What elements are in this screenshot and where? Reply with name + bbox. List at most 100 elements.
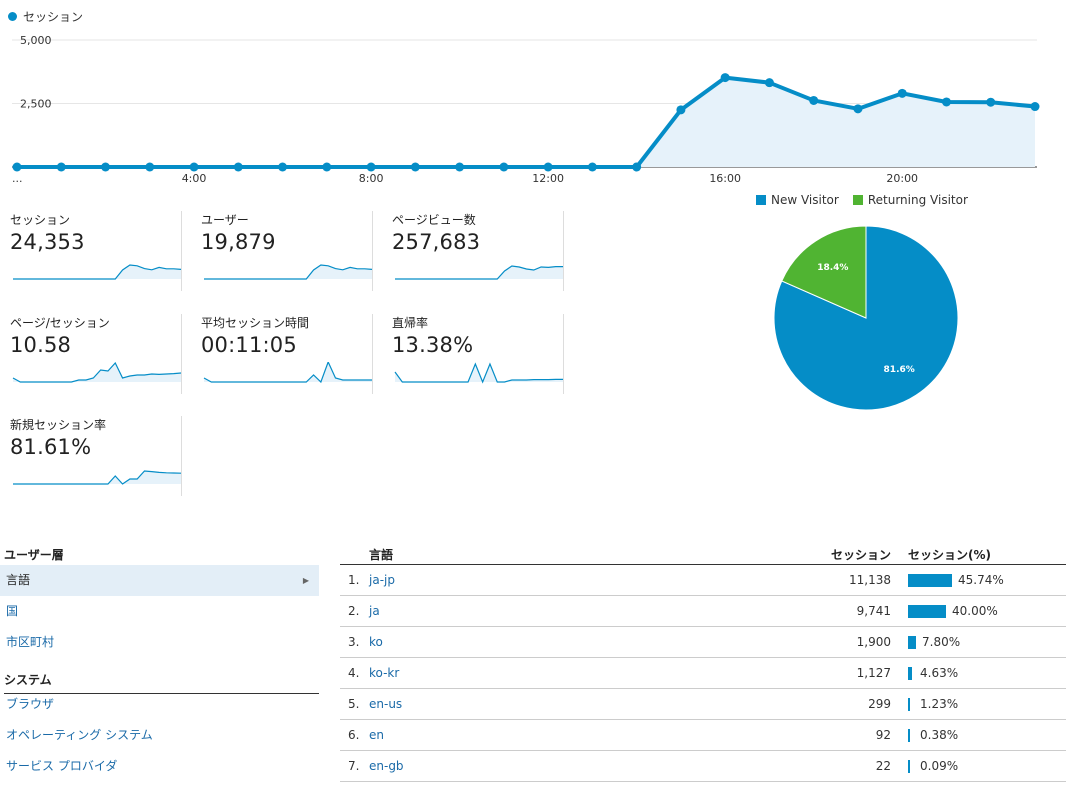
sidebar-item-provider[interactable]: サービス プロバイダ bbox=[6, 759, 118, 773]
data-point[interactable] bbox=[1030, 102, 1040, 112]
pie-slice-label: 18.4% bbox=[817, 263, 848, 273]
row-rank: 4. bbox=[348, 666, 360, 680]
data-point[interactable] bbox=[56, 162, 66, 172]
data-point[interactable] bbox=[587, 162, 597, 172]
data-point[interactable] bbox=[499, 162, 509, 172]
pie-legend-returning[interactable]: Returning Visitor bbox=[852, 193, 968, 207]
x-tick-label: ... bbox=[12, 172, 23, 185]
table-row: 7. en-gb 22 0.09% bbox=[340, 751, 1066, 782]
row-language-link[interactable]: ko bbox=[369, 635, 383, 649]
data-point[interactable] bbox=[853, 104, 863, 114]
data-point[interactable] bbox=[101, 162, 111, 172]
chart-legend[interactable]: セッション bbox=[8, 8, 83, 25]
metric-label: ページ/セッション bbox=[10, 316, 110, 330]
metric-tile[interactable]: ページビュー数 257,683 bbox=[382, 211, 564, 291]
x-tick-label: 16:00 bbox=[709, 172, 741, 185]
sparkline-line bbox=[12, 362, 182, 383]
sidebar-item-label: 言語 bbox=[6, 573, 31, 587]
x-tick-label: 8:00 bbox=[359, 172, 384, 185]
metric-tile[interactable]: ユーザー 19,879 bbox=[191, 211, 373, 291]
metric-tile[interactable]: セッション 24,353 bbox=[0, 211, 182, 291]
row-share-pct: 4.63% bbox=[920, 666, 959, 680]
column-header-session-pct[interactable]: セッション(%) bbox=[908, 548, 991, 562]
row-share-bar bbox=[908, 574, 952, 587]
metric-value: 81.61% bbox=[10, 435, 92, 459]
pie-slice[interactable] bbox=[773, 225, 959, 411]
pie-legend-returning-label: Returning Visitor bbox=[867, 193, 968, 207]
metric-tile[interactable]: ページ/セッション 10.58 bbox=[0, 314, 182, 394]
data-point[interactable] bbox=[986, 97, 996, 107]
y-tick-label: 5,000 bbox=[20, 34, 52, 47]
data-point[interactable] bbox=[322, 162, 332, 172]
metric-tile[interactable]: 直帰率 13.38% bbox=[382, 314, 564, 394]
metric-label: セッション bbox=[10, 213, 71, 227]
metric-value: 00:11:05 bbox=[201, 333, 297, 357]
data-point[interactable] bbox=[543, 162, 553, 172]
sidebar-item-browser[interactable]: ブラウザ bbox=[6, 697, 55, 711]
row-sessions: 9,741 bbox=[856, 604, 891, 618]
row-share-pct: 40.00% bbox=[952, 604, 998, 618]
metric-label: 平均セッション時間 bbox=[201, 316, 310, 330]
row-language-link[interactable]: en-gb bbox=[369, 759, 404, 773]
data-point[interactable] bbox=[366, 162, 376, 172]
metric-tile[interactable]: 新規セッション率 81.61% bbox=[0, 416, 182, 496]
metric-label: ページビュー数 bbox=[392, 213, 476, 227]
sparkline-line bbox=[13, 470, 182, 485]
x-tick-label: 4:00 bbox=[182, 172, 207, 185]
sessions-line-chart: 5,000 2,500... 4:00 8:00 12:00 16:00 20:00 bbox=[12, 34, 1040, 185]
row-rank: 2. bbox=[348, 604, 360, 618]
data-point[interactable] bbox=[764, 78, 774, 88]
row-language-link[interactable]: ko-kr bbox=[369, 666, 400, 680]
data-point[interactable] bbox=[720, 73, 730, 83]
row-share-bar bbox=[908, 698, 910, 711]
data-point[interactable] bbox=[455, 162, 465, 172]
data-point[interactable] bbox=[145, 162, 155, 172]
row-share-pct: 45.74% bbox=[958, 573, 1004, 587]
sparkline-line bbox=[395, 265, 563, 280]
data-point[interactable] bbox=[410, 162, 420, 172]
row-share-pct: 7.80% bbox=[922, 635, 961, 649]
data-point[interactable] bbox=[676, 105, 686, 115]
pie-slice[interactable] bbox=[781, 225, 867, 319]
metric-value: 257,683 bbox=[392, 230, 481, 254]
series-dot-icon bbox=[8, 12, 17, 21]
sidebar-item-country[interactable]: 国 bbox=[6, 604, 19, 618]
visitor-pie-chart: 81.6% 18.4% bbox=[773, 225, 959, 411]
sparkline-line bbox=[203, 362, 372, 384]
row-language-link[interactable]: ja-jp bbox=[369, 573, 395, 587]
metric-sparkline bbox=[13, 470, 182, 485]
metric-sparkline bbox=[204, 264, 373, 280]
row-language-link[interactable]: en bbox=[369, 728, 384, 742]
data-point[interactable] bbox=[12, 162, 22, 172]
metric-sparkline bbox=[12, 362, 182, 383]
metric-label: 直帰率 bbox=[392, 316, 429, 330]
pie-legend-new-label: New Visitor bbox=[771, 193, 839, 207]
metric-tile[interactable]: 平均セッション時間 00:11:05 bbox=[191, 314, 373, 394]
data-point[interactable] bbox=[278, 162, 288, 172]
row-sessions: 92 bbox=[875, 728, 891, 742]
metric-label: 新規セッション率 bbox=[10, 418, 107, 432]
row-rank: 6. bbox=[348, 728, 360, 742]
sidebar-item-city[interactable]: 市区町村 bbox=[6, 635, 55, 649]
data-point[interactable] bbox=[189, 162, 199, 172]
pie-legend-new[interactable]: New Visitor bbox=[756, 193, 839, 207]
sparkline-area bbox=[13, 363, 181, 382]
row-language-link[interactable]: ja bbox=[369, 604, 380, 618]
row-sessions: 22 bbox=[875, 759, 891, 773]
data-point[interactable] bbox=[809, 95, 819, 105]
table-row: 4. ko-kr 1,127 4.63% bbox=[340, 658, 1066, 689]
row-language-link[interactable]: en-us bbox=[369, 697, 403, 711]
data-point[interactable] bbox=[233, 162, 243, 172]
sparkline-line bbox=[13, 264, 182, 280]
data-point[interactable] bbox=[897, 88, 907, 98]
row-sessions: 1,900 bbox=[856, 635, 891, 649]
sidebar-item-os[interactable]: オペレーティング システム bbox=[6, 728, 153, 742]
column-header-language[interactable]: 言語 bbox=[369, 548, 394, 562]
data-point[interactable] bbox=[941, 97, 951, 107]
column-header-sessions[interactable]: セッション bbox=[830, 548, 891, 562]
sidebar-item-language[interactable]: 言語 ▶ bbox=[0, 565, 319, 596]
sparkline-area bbox=[204, 362, 372, 382]
row-share-bar bbox=[908, 605, 946, 618]
row-share-bar bbox=[908, 636, 916, 649]
data-point[interactable] bbox=[632, 162, 642, 172]
